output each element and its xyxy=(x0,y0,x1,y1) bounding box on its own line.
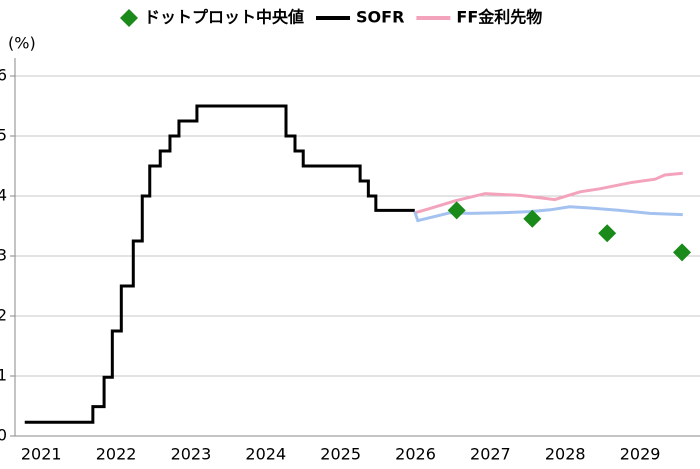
y-axis-label: (%) xyxy=(8,34,36,53)
series-line xyxy=(413,205,683,223)
y-tick-label: 3 xyxy=(0,246,7,265)
x-tick-label: 2022 xyxy=(96,445,137,464)
x-tick-label: 2023 xyxy=(171,445,212,464)
legend-label: SOFR xyxy=(356,8,404,27)
x-tick-label: 2024 xyxy=(245,445,286,464)
y-tick-label: 0 xyxy=(0,426,7,445)
legend-label: FF金利先物 xyxy=(456,8,542,27)
y-tick-label: 1 xyxy=(0,366,7,385)
y-tick-label: 6 xyxy=(0,66,7,85)
x-tick-label: 2028 xyxy=(545,445,586,464)
y-tick-label: 2 xyxy=(0,306,7,325)
x-tick-label: 2027 xyxy=(470,445,511,464)
series-line xyxy=(24,104,415,424)
y-tick-label: 5 xyxy=(0,126,7,145)
legend-label: ドットプロット中央値 xyxy=(144,8,304,27)
dot-marker xyxy=(523,209,542,228)
y-tick-label: 4 xyxy=(0,186,7,205)
x-tick-label: 2025 xyxy=(320,445,361,464)
series-line xyxy=(414,171,683,215)
dot-marker xyxy=(598,224,617,243)
dot-marker xyxy=(447,201,466,220)
x-tick-label: 2021 xyxy=(21,445,62,464)
dot-marker xyxy=(673,243,692,262)
x-tick-label: 2026 xyxy=(395,445,436,464)
legend: ドットプロット中央値 SOFR FF金利先物 xyxy=(120,8,542,27)
x-tick-label: 2029 xyxy=(620,445,661,464)
legend-marker xyxy=(120,9,138,27)
